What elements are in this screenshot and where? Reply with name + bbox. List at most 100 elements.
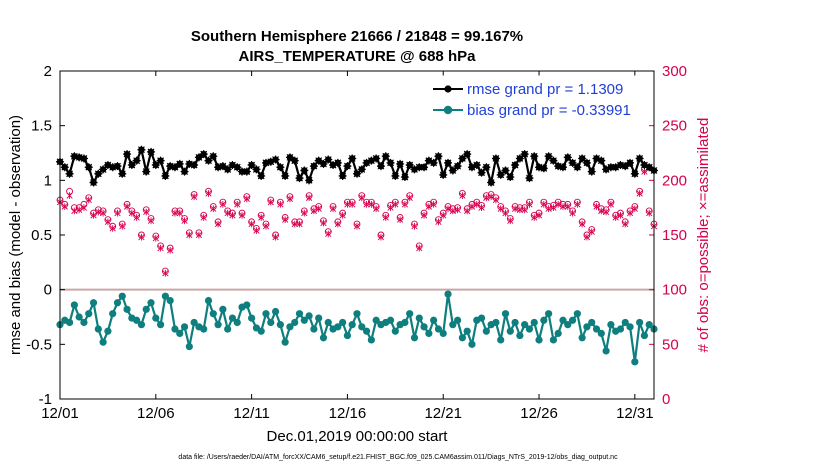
rmse-point [520,150,529,159]
rmse-point [79,154,88,163]
bias-point [439,329,447,337]
bias-point [420,323,428,331]
rmse-point [281,171,290,180]
obs-assimilated-point [253,227,260,234]
bias-point [516,331,524,340]
y-right-tick-label: 250 [662,118,687,135]
rmse-point-star [319,159,328,168]
rmse-point-star [367,156,376,165]
rmse-point [539,164,548,173]
rmse-point-star [123,150,132,159]
rmse-point-star [166,162,175,171]
bias-point [535,336,543,344]
rmse-point [252,165,261,174]
bias-point [295,310,304,318]
rmse-point-star [472,161,481,170]
bias-point [156,321,165,329]
rmse-point [582,158,591,167]
rmse-point-star [276,163,285,172]
y-right-tick-label: 200 [662,172,687,189]
bias-point [271,307,280,316]
obs-assimilated-point [444,205,452,213]
rmse-point [482,163,491,172]
obs-assimilated-point [588,228,595,236]
rmse-point [324,155,333,164]
obs-assimilated-point [162,269,169,277]
bias-point [477,314,486,322]
obs-assimilated-point [521,206,528,214]
obs-assimilated-point [531,214,538,221]
rmse-point-star [386,158,395,167]
bias-point [305,312,313,320]
rmse-point [194,153,203,162]
obs-assimilated-point [492,196,500,204]
obs-assimilated-point [358,194,365,202]
obs-assimilated-point [157,244,164,252]
rmse-point-star [314,156,323,165]
rmse-point [209,152,218,161]
rmse-point-star [147,147,156,156]
bias-point [640,331,649,340]
obs-assimilated-point [646,209,653,217]
obs-assimilated-point [76,206,83,214]
y-left-tick-label: 1.5 [31,118,52,135]
obs-assimilated-point [191,193,198,201]
rmse-point-star [487,178,496,187]
rmse-point-star [448,166,457,175]
chart-subtitle: AIRS_TEMPERATURE @ 688 hPa [239,48,477,65]
obs-assimilated-point [535,211,543,219]
rmse-point-star [582,158,591,167]
rmse-point-star [108,163,117,172]
rmse-point-star [204,156,213,165]
rmse-point-star [170,163,179,172]
rmse-point [276,163,285,172]
bias-point [80,318,88,327]
rmse-point-star [587,167,596,176]
obs-assimilated-point [353,222,361,230]
rmse-point-star [238,167,247,176]
rmse-point [132,156,141,165]
obs-assimilated-point [440,211,447,219]
y-right-tick-label: 300 [662,63,687,80]
bias-point [319,334,328,342]
bias-point [434,325,443,333]
bias-point [401,318,409,327]
x-tick-label: 12/21 [424,405,462,422]
rmse-point-star [70,152,79,161]
rmse-point-star [338,171,347,180]
rmse-point-star [405,161,414,170]
y-left-tick-label: -0.5 [26,336,52,353]
rmse-point [491,154,500,163]
rmse-point [295,174,304,183]
bias-point [578,334,586,342]
obs-assimilated-point [210,205,217,213]
rmse-point-star [645,163,654,172]
rmse-point-star [295,174,304,183]
obs-assimilated-point [219,201,226,208]
rmse-point-star [477,168,486,177]
rmse-point-star [333,158,342,167]
rmse-point [84,163,93,172]
bias-point [310,325,318,333]
bias-point [545,310,553,318]
rmse-point [400,173,409,182]
rmse-point-star [161,171,170,180]
obs-assimilated-point [267,198,274,206]
rmse-point [333,158,342,167]
rmse-point-star [94,169,103,178]
bias-point [70,301,78,309]
rmse-point-star [515,154,524,163]
rmse-point [573,163,582,172]
y-axis-right-label: # of obs: o=possible; ×=assimilated [695,118,712,353]
rmse-point [285,153,294,162]
rmse-point-star [554,162,563,171]
obs-assimilated-point [315,205,322,213]
x-tick-label: 12/06 [137,405,175,422]
rmse-point [477,168,486,177]
obs-assimilated-point [119,222,126,230]
bias-point [444,290,452,298]
bias-point [348,321,356,329]
rmse-point [511,161,520,170]
rmse-point-star [381,152,390,161]
rmse-point-star [132,156,141,165]
